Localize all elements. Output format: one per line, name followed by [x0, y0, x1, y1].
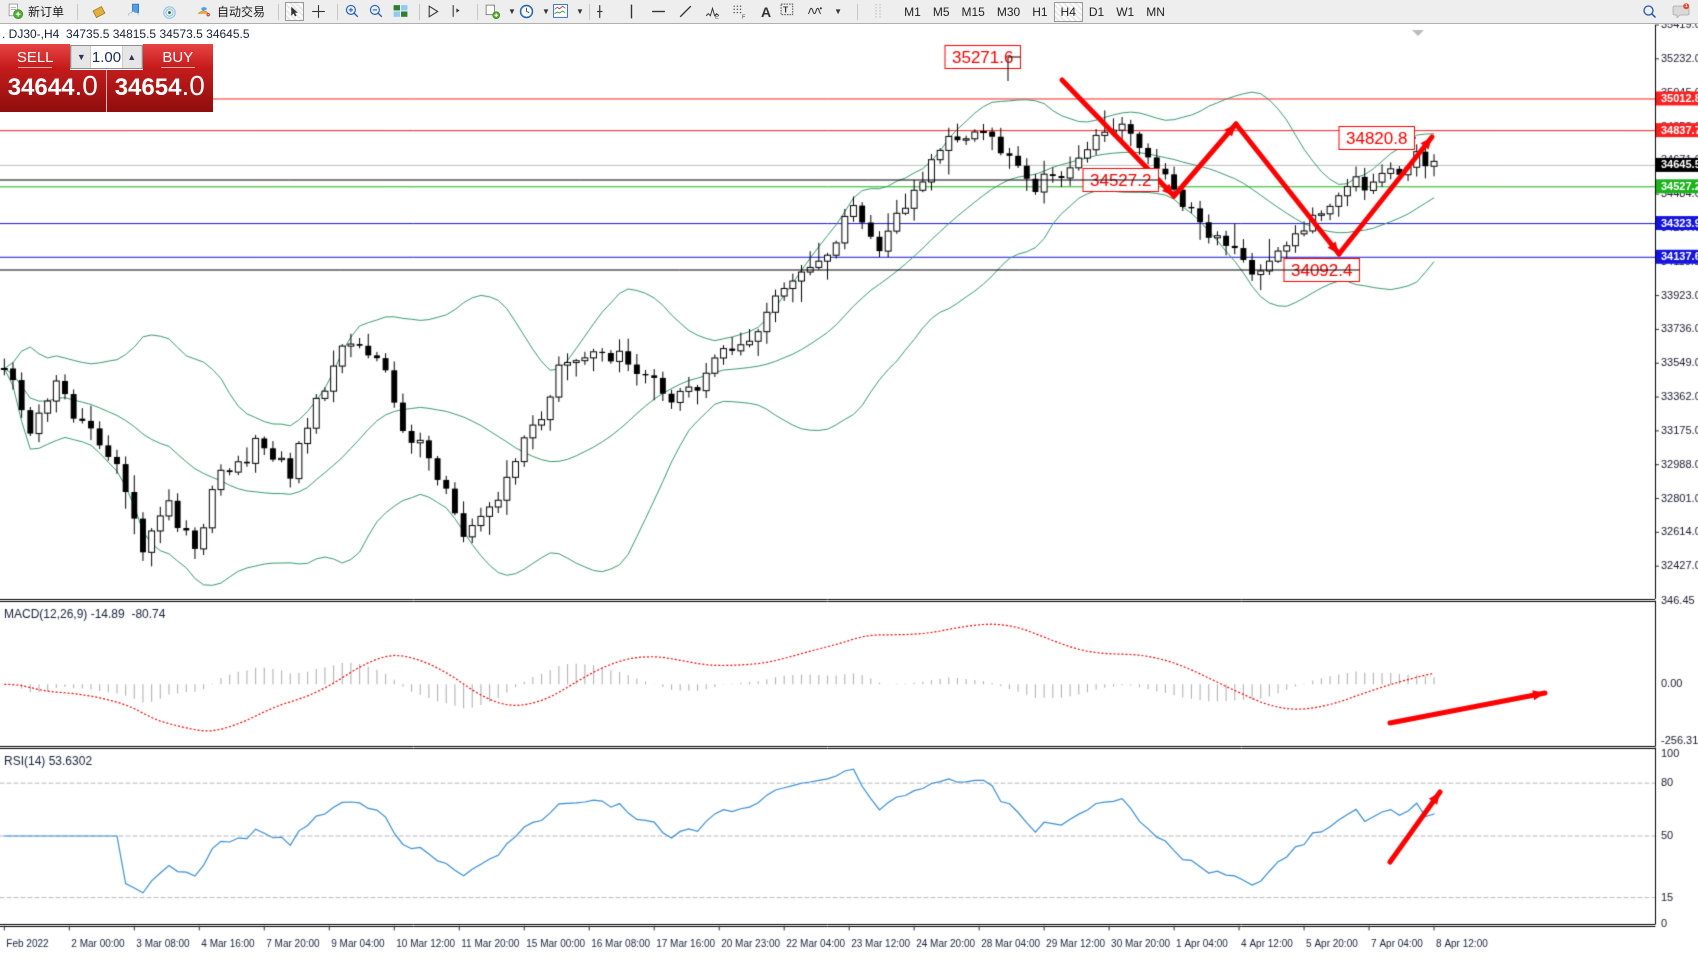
svg-text:E: E [715, 14, 719, 20]
svg-text:F: F [742, 14, 746, 20]
svg-text:T: T [783, 5, 789, 15]
